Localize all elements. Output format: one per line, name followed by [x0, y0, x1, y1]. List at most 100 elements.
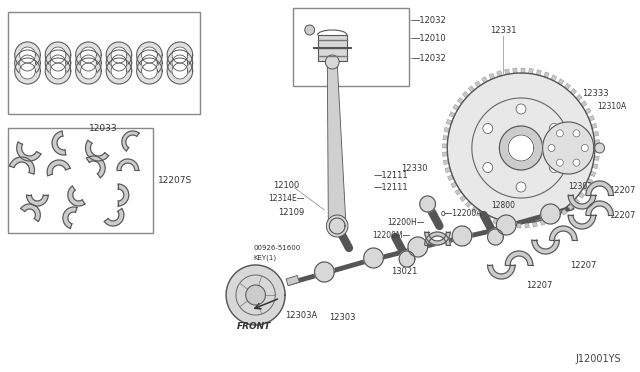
Polygon shape: [465, 201, 472, 208]
Polygon shape: [541, 204, 560, 224]
Polygon shape: [20, 204, 40, 221]
Polygon shape: [141, 55, 157, 71]
Circle shape: [305, 25, 315, 35]
Text: 12314E—: 12314E—: [268, 193, 305, 202]
Polygon shape: [445, 167, 451, 173]
Polygon shape: [587, 179, 593, 184]
Polygon shape: [595, 148, 600, 152]
Polygon shape: [104, 209, 124, 226]
Text: J12001YS: J12001YS: [575, 354, 621, 364]
Polygon shape: [106, 42, 132, 68]
Text: 12207: 12207: [526, 280, 552, 289]
Polygon shape: [20, 55, 35, 71]
Bar: [317, 35, 347, 61]
Polygon shape: [568, 204, 573, 210]
Polygon shape: [592, 164, 598, 169]
Polygon shape: [399, 251, 415, 267]
Polygon shape: [26, 195, 48, 206]
Text: 12207S: 12207S: [158, 176, 193, 185]
Polygon shape: [246, 285, 266, 305]
Polygon shape: [111, 63, 127, 79]
Polygon shape: [45, 50, 71, 76]
Polygon shape: [536, 70, 541, 76]
Polygon shape: [10, 157, 35, 174]
Circle shape: [556, 130, 563, 137]
Text: —12032: —12032: [412, 16, 447, 25]
Text: —12010: —12010: [412, 33, 447, 42]
Polygon shape: [137, 42, 162, 68]
Polygon shape: [117, 159, 139, 170]
Polygon shape: [564, 83, 570, 90]
Polygon shape: [444, 160, 449, 165]
Polygon shape: [455, 189, 461, 195]
Polygon shape: [482, 77, 488, 83]
Polygon shape: [489, 73, 495, 80]
Polygon shape: [425, 232, 450, 245]
Text: 12303F: 12303F: [568, 182, 596, 190]
Polygon shape: [540, 219, 545, 225]
Text: 12207: 12207: [570, 260, 596, 269]
Text: o—12200A: o—12200A: [440, 208, 482, 218]
Polygon shape: [167, 58, 193, 84]
Polygon shape: [452, 226, 472, 246]
Polygon shape: [497, 215, 516, 235]
Polygon shape: [586, 201, 613, 215]
Circle shape: [516, 104, 526, 114]
Polygon shape: [447, 73, 595, 223]
Text: 12033: 12033: [89, 124, 118, 133]
Polygon shape: [81, 55, 97, 71]
Polygon shape: [478, 211, 484, 217]
Polygon shape: [551, 75, 557, 81]
Polygon shape: [425, 232, 450, 245]
Polygon shape: [558, 79, 564, 85]
Polygon shape: [493, 218, 498, 224]
Text: 12303: 12303: [330, 314, 356, 323]
Text: 12207: 12207: [609, 186, 636, 195]
Polygon shape: [550, 226, 577, 240]
Polygon shape: [15, 42, 40, 68]
Circle shape: [549, 163, 559, 173]
Polygon shape: [86, 156, 105, 178]
Polygon shape: [475, 81, 481, 87]
Polygon shape: [594, 156, 599, 160]
Polygon shape: [20, 47, 35, 63]
Circle shape: [325, 55, 339, 69]
Polygon shape: [52, 131, 66, 155]
Text: —12111: —12111: [374, 170, 408, 180]
Text: 12100: 12100: [273, 180, 300, 189]
Polygon shape: [595, 140, 600, 144]
Polygon shape: [585, 108, 591, 114]
Polygon shape: [505, 69, 509, 75]
Polygon shape: [315, 262, 334, 282]
Polygon shape: [106, 58, 132, 84]
Text: 12303A: 12303A: [285, 311, 317, 320]
Polygon shape: [488, 229, 503, 245]
Polygon shape: [47, 160, 70, 176]
Polygon shape: [554, 213, 560, 219]
Polygon shape: [580, 101, 587, 107]
Polygon shape: [447, 175, 454, 180]
Polygon shape: [500, 221, 506, 226]
Circle shape: [549, 124, 559, 134]
Polygon shape: [525, 222, 529, 228]
Polygon shape: [583, 186, 589, 192]
Polygon shape: [50, 63, 66, 79]
Text: 12207: 12207: [609, 211, 636, 219]
Circle shape: [548, 144, 555, 151]
Circle shape: [581, 144, 588, 151]
Polygon shape: [532, 221, 538, 227]
Polygon shape: [17, 142, 41, 161]
Polygon shape: [586, 181, 613, 195]
Text: 12200M—: 12200M—: [372, 231, 411, 240]
Polygon shape: [449, 112, 455, 118]
Text: 13021: 13021: [391, 267, 418, 276]
Polygon shape: [590, 171, 596, 177]
Text: 00926-51600: 00926-51600: [253, 245, 301, 251]
Polygon shape: [111, 47, 127, 63]
Polygon shape: [172, 63, 188, 79]
Text: 12800: 12800: [492, 201, 515, 209]
Polygon shape: [544, 72, 549, 78]
Polygon shape: [76, 42, 101, 68]
Circle shape: [556, 159, 563, 166]
Bar: [286, 276, 300, 286]
